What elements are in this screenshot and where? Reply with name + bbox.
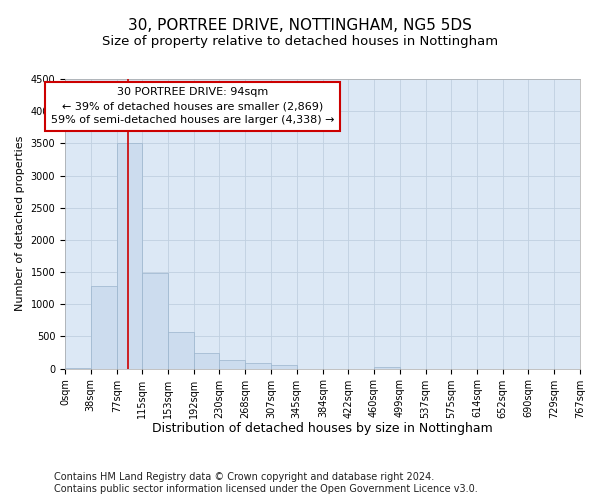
Text: 30 PORTREE DRIVE: 94sqm
← 39% of detached houses are smaller (2,869)
59% of semi: 30 PORTREE DRIVE: 94sqm ← 39% of detache… bbox=[51, 88, 334, 126]
Text: Contains HM Land Registry data © Crown copyright and database right 2024.
Contai: Contains HM Land Registry data © Crown c… bbox=[54, 472, 478, 494]
Bar bbox=[194, 353, 220, 368]
Bar bbox=[117, 144, 142, 368]
Bar bbox=[245, 364, 271, 368]
Bar bbox=[220, 360, 245, 368]
Bar bbox=[142, 274, 168, 368]
X-axis label: Distribution of detached houses by size in Nottingham: Distribution of detached houses by size … bbox=[152, 422, 493, 435]
Bar bbox=[271, 366, 296, 368]
Text: Size of property relative to detached houses in Nottingham: Size of property relative to detached ho… bbox=[102, 35, 498, 48]
Bar bbox=[91, 286, 117, 368]
Bar bbox=[374, 366, 400, 368]
Y-axis label: Number of detached properties: Number of detached properties bbox=[15, 136, 25, 312]
Bar bbox=[168, 332, 194, 368]
Text: 30, PORTREE DRIVE, NOTTINGHAM, NG5 5DS: 30, PORTREE DRIVE, NOTTINGHAM, NG5 5DS bbox=[128, 18, 472, 32]
